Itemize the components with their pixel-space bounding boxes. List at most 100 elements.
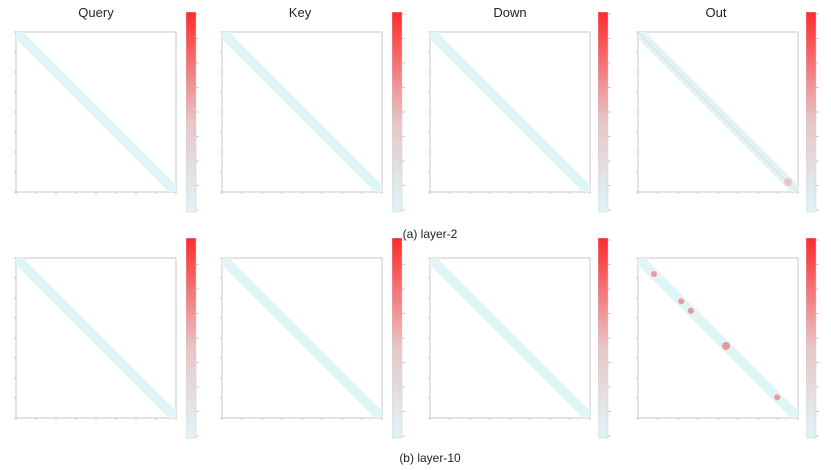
diagonal-speckle xyxy=(778,173,782,176)
diagonal-speckle xyxy=(791,186,795,189)
diagonal-speckle xyxy=(647,42,651,45)
hotspot xyxy=(678,298,685,305)
diagonal-speckle xyxy=(711,106,715,109)
diagonal-speckle xyxy=(748,143,752,146)
diagonal-band xyxy=(638,258,798,418)
colorbar-layer10-query xyxy=(186,238,199,439)
colorbar-gradient xyxy=(186,238,197,439)
hotspot xyxy=(722,342,730,350)
diagonal-band xyxy=(222,258,382,418)
diagonal-speckle xyxy=(743,138,747,141)
diagonal-speckle xyxy=(666,61,670,64)
diagonal-speckle xyxy=(652,47,656,50)
diagonal-speckle xyxy=(762,157,766,160)
colorbar-layer2-out xyxy=(806,12,819,213)
diagonal-band xyxy=(430,32,590,192)
diagonal-speckle xyxy=(708,103,712,106)
colorbar-layer2-key xyxy=(392,12,405,213)
diagonal-speckle xyxy=(660,55,664,58)
diagonal-speckle xyxy=(764,159,768,162)
colorbar-gradient xyxy=(598,238,609,439)
diagonal-speckle xyxy=(738,133,742,136)
diagonal-speckle xyxy=(655,50,659,53)
colorbar-gradient xyxy=(806,238,817,439)
column-title-down: Down xyxy=(493,5,527,20)
diagonal-speckle xyxy=(684,79,688,82)
hotspot xyxy=(651,271,657,277)
diagonal-speckle xyxy=(724,119,728,122)
colorbar-layer2-query xyxy=(186,12,199,213)
colorbar-gradient xyxy=(598,12,609,213)
diagonal-speckle xyxy=(756,151,760,154)
diagonal-speckle xyxy=(687,82,691,85)
heatmap-layer10-query xyxy=(14,257,177,420)
diagonal-speckle xyxy=(650,45,654,48)
caption-layer-2: (a) layer-2 xyxy=(402,227,458,241)
diagonal-speckle xyxy=(663,58,667,61)
heatmap-layer2-down xyxy=(428,31,591,194)
diagonal-speckle xyxy=(674,69,678,72)
diagonal-band xyxy=(16,258,176,418)
heatmap-layer2-query xyxy=(14,31,177,194)
diagonal-speckle xyxy=(714,109,718,112)
diagonal-speckle xyxy=(759,154,763,157)
diagonal-speckle xyxy=(636,31,640,34)
diagonal-speckle xyxy=(698,93,702,96)
diagonal-speckle xyxy=(682,77,686,80)
diagonal-speckle xyxy=(767,162,771,165)
caption-layer-10: (b) layer-10 xyxy=(399,451,461,465)
diagonal-speckle xyxy=(639,34,643,37)
diagonal-speckle xyxy=(716,111,720,114)
diagonal-band xyxy=(430,258,590,418)
diagonal-speckle xyxy=(746,141,750,144)
heatmap-layer10-out xyxy=(636,257,799,420)
diagonal-speckle xyxy=(690,85,694,88)
heatmap-layer2-out xyxy=(636,31,799,194)
hotspot xyxy=(687,307,694,314)
heatmap-layer2-key xyxy=(220,31,383,194)
colorbar-gradient xyxy=(186,12,197,213)
diagonal-speckle xyxy=(658,53,662,56)
diagonal-speckle xyxy=(772,167,776,170)
hotspot xyxy=(784,178,792,186)
colorbar-layer10-key xyxy=(392,238,405,439)
colorbar-layer10-out xyxy=(806,238,819,439)
diagonal-speckle xyxy=(719,114,723,117)
diagonal-speckle xyxy=(706,101,710,104)
diagonal-speckle xyxy=(751,146,755,149)
diagonal-speckle xyxy=(700,95,704,98)
diagonal-band xyxy=(16,32,176,192)
diagonal-speckle xyxy=(780,175,784,178)
diagonal-speckle xyxy=(676,71,680,74)
heatmap-layer10-down xyxy=(428,257,591,420)
heatmap-layer10-key xyxy=(220,257,383,420)
diagonal-speckle xyxy=(671,66,675,69)
diagonal-speckle xyxy=(740,135,744,138)
diagonal-speckle xyxy=(703,98,707,101)
diagonal-speckle xyxy=(668,63,672,66)
diagonal-speckle xyxy=(722,117,726,120)
diagonal-speckle xyxy=(642,37,646,40)
diagonal-speckle xyxy=(775,170,779,173)
colorbar-gradient xyxy=(806,12,817,213)
colorbar-layer2-down xyxy=(598,12,611,213)
diagonal-speckle xyxy=(754,149,758,152)
colorbar-gradient xyxy=(392,12,403,213)
column-title-query: Query xyxy=(78,5,114,20)
column-title-key: Key xyxy=(288,5,312,20)
colorbar-layer10-down xyxy=(598,238,611,439)
diagonal-speckle xyxy=(794,189,798,192)
diagonal-speckle xyxy=(727,122,731,125)
diagonal-speckle xyxy=(644,39,648,42)
diagonal-speckle xyxy=(692,87,696,90)
diagonal-speckle xyxy=(730,125,734,128)
diagonal-speckle xyxy=(732,127,736,130)
diagonal-speckle xyxy=(735,130,739,133)
diagonal-band xyxy=(222,32,382,192)
hotspot xyxy=(774,394,781,401)
column-title-out: Out xyxy=(705,5,727,20)
diagonal-speckle xyxy=(695,90,699,93)
diagonal-band xyxy=(638,32,798,192)
diagonal-speckle xyxy=(770,165,774,168)
diagonal-speckle xyxy=(679,74,683,77)
